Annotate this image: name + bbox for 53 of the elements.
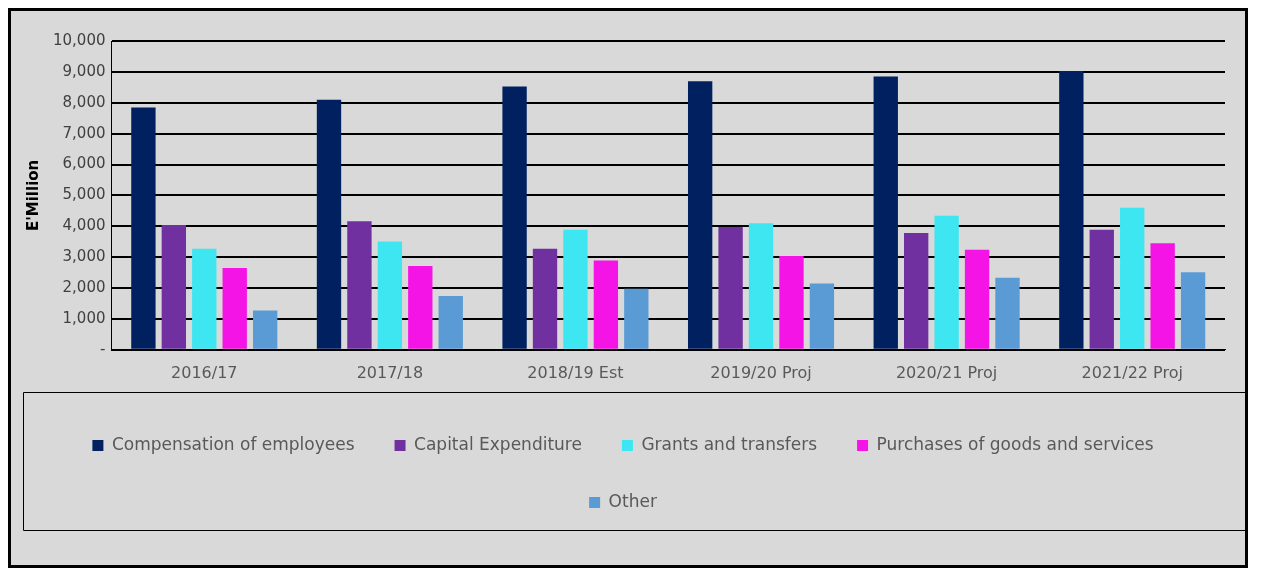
bar [873, 76, 898, 349]
x-tick-label: 2018/19 Est [527, 362, 624, 382]
legend-label: Grants and transfers [641, 433, 818, 454]
x-tick-label: 2016/17 [171, 362, 238, 382]
bar [748, 223, 774, 349]
bar [624, 288, 649, 349]
legend-label: Purchases of goods and services [876, 433, 1154, 454]
bar [934, 215, 959, 349]
y-tick-label: 5,000 [62, 185, 106, 204]
bar [316, 99, 342, 349]
x-tick-label: 2019/20 Proj [710, 362, 812, 382]
bar [161, 225, 187, 349]
bar [687, 81, 713, 349]
y-tick-label: - [100, 339, 106, 358]
y-tick-label: 7,000 [62, 123, 106, 142]
bar [192, 248, 217, 349]
bar [532, 248, 558, 349]
bar [1089, 229, 1114, 349]
bar [252, 310, 278, 349]
x-tick-label: 2021/22 Proj [1081, 362, 1183, 382]
bar [131, 107, 156, 349]
x-tick-label: 2017/18 [356, 362, 424, 382]
bar [347, 221, 372, 349]
x-tick-label: 2020/21 Proj [895, 362, 998, 382]
bar [1150, 243, 1175, 349]
y-tick-label: 4,000 [62, 216, 106, 235]
y-tick-label: 2,000 [62, 277, 106, 296]
y-tick-label: 3,000 [62, 247, 106, 266]
bar [809, 283, 835, 349]
bar [1059, 70, 1084, 349]
bar [1180, 272, 1206, 349]
bar [563, 229, 588, 349]
bar [1120, 207, 1145, 349]
y-tick-label: 1,000 [62, 308, 106, 327]
bar [408, 266, 433, 349]
legend-label: Compensation of employees [111, 433, 355, 454]
bar [995, 277, 1020, 349]
bar [964, 249, 990, 349]
legend-label: Capital Expenditure [414, 433, 582, 454]
bar [222, 267, 247, 349]
bar [593, 260, 619, 349]
y-tick-label: 10,000 [52, 30, 106, 49]
y-tick-label: 9,000 [62, 61, 106, 80]
bar [718, 226, 743, 349]
bar [502, 86, 527, 349]
bar [904, 233, 929, 349]
y-tick-label: 8,000 [62, 92, 106, 111]
legend-label: Other [608, 490, 657, 511]
bar [438, 296, 463, 349]
y-tick-label: 6,000 [62, 154, 106, 173]
bar [377, 241, 403, 349]
y-axis-title: E'Million [23, 159, 42, 232]
bar [779, 255, 804, 349]
